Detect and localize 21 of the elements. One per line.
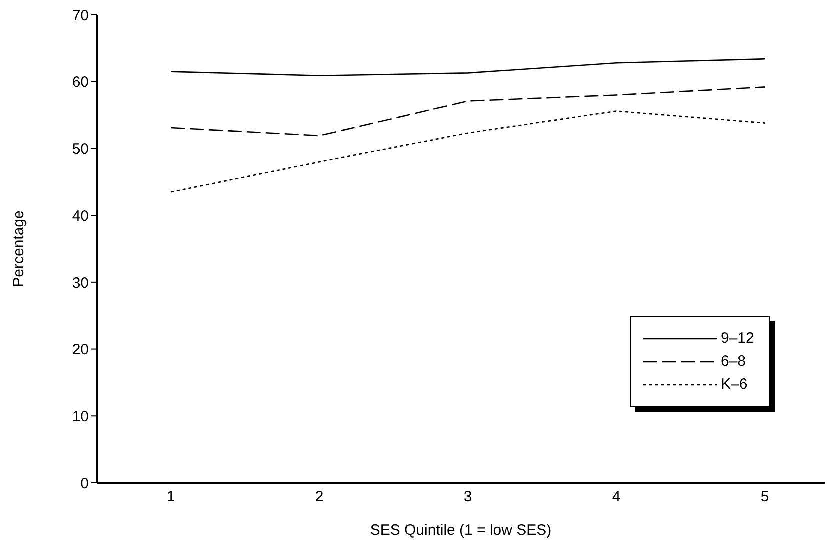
x-tick-label: 3 xyxy=(464,488,472,506)
x-tick-label: 2 xyxy=(315,488,324,506)
legend-label: 9–12 xyxy=(721,330,754,347)
x-axis-title: SES Quintile (1 = low SES) xyxy=(370,522,552,539)
y-tick-label: 70 xyxy=(72,7,89,24)
y-tick-label: 50 xyxy=(72,141,89,158)
y-tick-label: 0 xyxy=(80,475,89,492)
line-series xyxy=(170,110,766,193)
line-series xyxy=(170,58,766,76)
x-tick-label: 1 xyxy=(166,488,176,506)
line-series xyxy=(170,86,766,137)
x-tick-label: 5 xyxy=(760,488,770,506)
x-tick-label: 4 xyxy=(612,488,621,506)
y-tick-label: 20 xyxy=(72,342,89,359)
y-tick-label: 10 xyxy=(72,408,89,426)
y-tick-label: 30 xyxy=(72,274,89,292)
legend-label: 6–8 xyxy=(721,353,746,370)
y-tick-label: 40 xyxy=(72,208,89,225)
y-axis-title: Percentage xyxy=(10,210,28,288)
legend-label: K–6 xyxy=(721,376,748,393)
y-tick-label: 60 xyxy=(72,74,89,92)
